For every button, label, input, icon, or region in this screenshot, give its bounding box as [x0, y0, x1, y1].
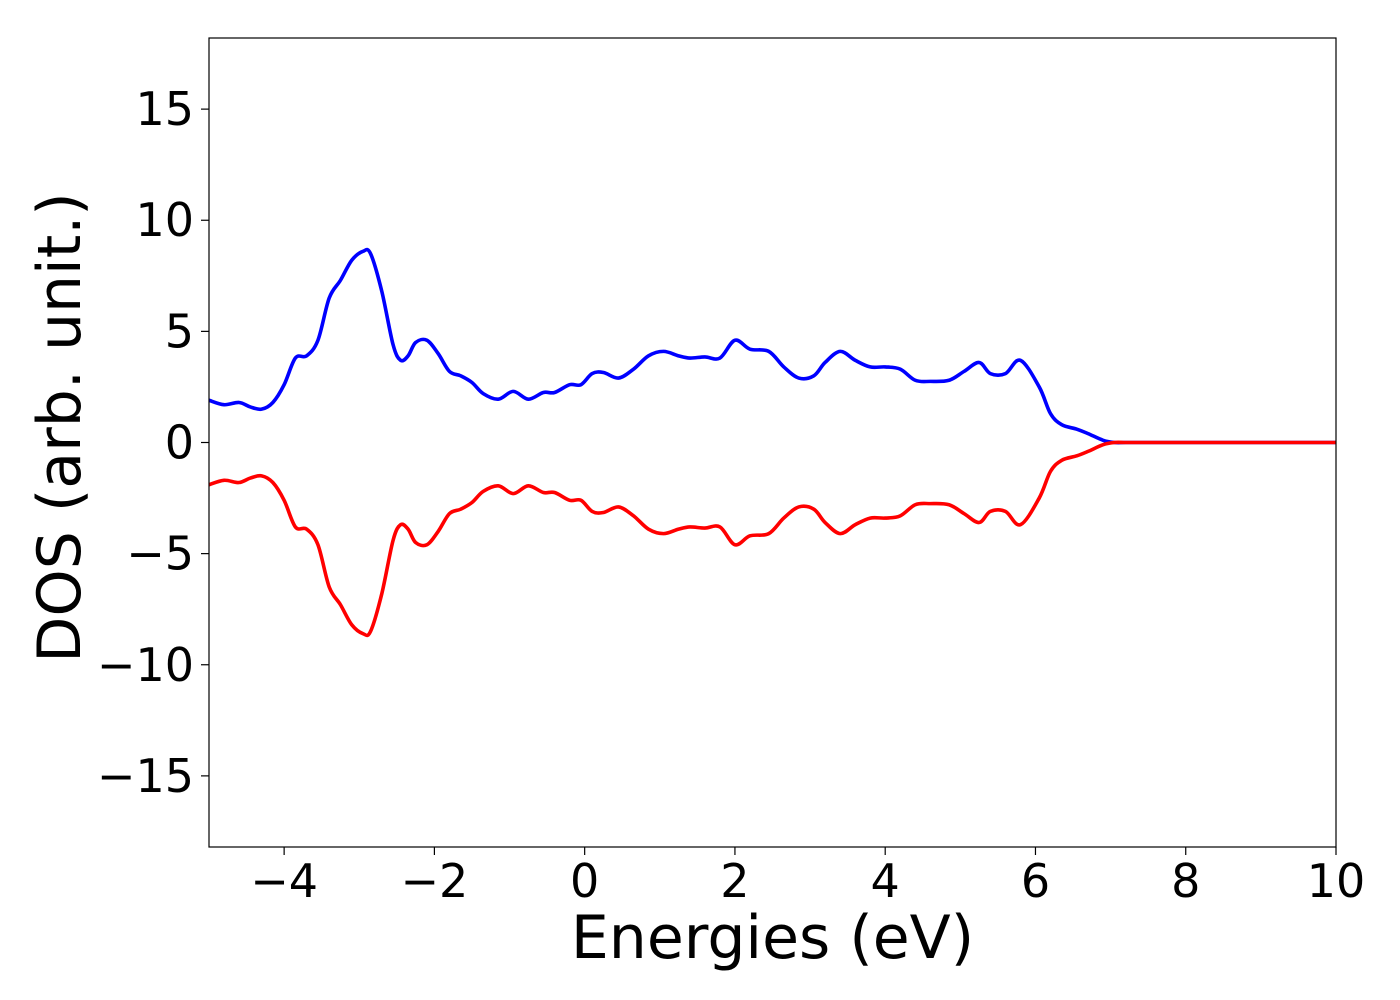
y-tick-label: 15: [135, 82, 194, 136]
series-line-spin-down: [209, 440, 1336, 638]
x-tick-label: 2: [720, 854, 749, 908]
y-tick-label: 5: [165, 304, 194, 358]
x-tick-label: 8: [1171, 854, 1200, 908]
y-tick-label: −10: [97, 638, 194, 692]
series-layer: [209, 247, 1336, 638]
x-tick-label: 6: [1021, 854, 1050, 908]
x-axis-title: Energies (eV): [571, 903, 974, 973]
y-axis-title: DOS (arb. unit.): [25, 192, 95, 662]
x-tick-label: 0: [570, 854, 599, 908]
x-tick-label: −4: [250, 854, 318, 908]
x-axis-ticks: −4 −2 0 2 4 6 8 10: [250, 847, 1365, 908]
y-tick-label: 10: [135, 193, 194, 247]
y-axis-ticks: 15 10 5 0 −5 −10 −15: [97, 82, 209, 803]
x-tick-label: −2: [400, 854, 468, 908]
y-tick-label: 0: [165, 416, 194, 470]
x-tick-label: 4: [871, 854, 900, 908]
series-line-spin-up: [209, 247, 1336, 445]
y-tick-label: −5: [126, 527, 194, 581]
y-tick-label: −15: [97, 749, 194, 803]
x-tick-label: 10: [1307, 854, 1366, 908]
